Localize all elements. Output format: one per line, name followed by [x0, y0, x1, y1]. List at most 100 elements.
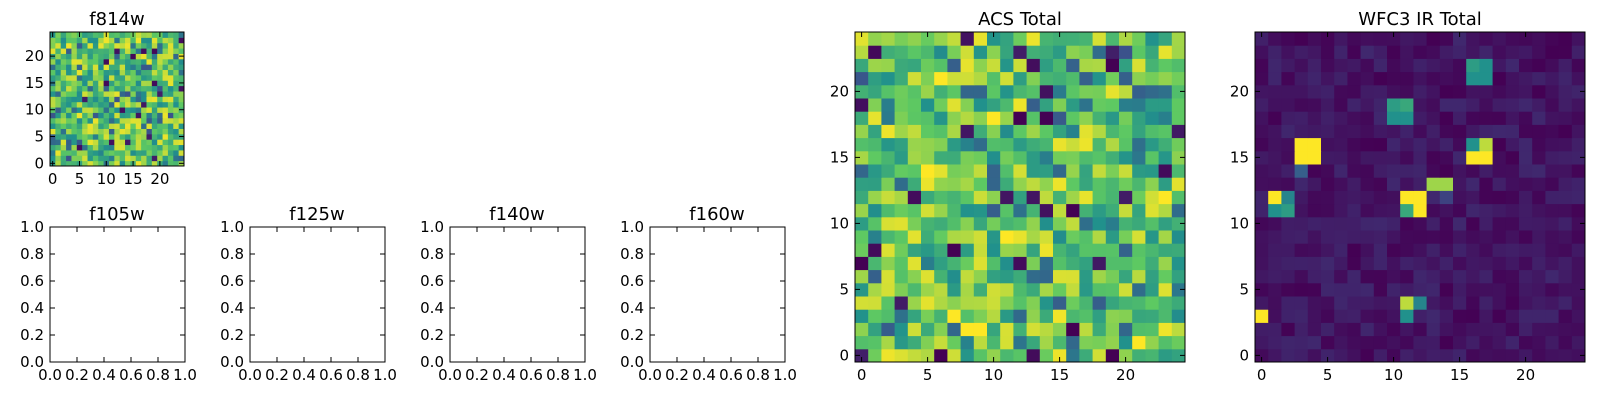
cell-f814w-14-5 [125, 133, 131, 140]
cell-wfc3-ir-total-1-10 [1268, 216, 1282, 231]
cell-f814w-19-0 [151, 160, 158, 167]
cell-wfc3-ir-total-1-14 [1268, 164, 1282, 178]
cell-f814w-24-22 [178, 42, 185, 49]
cell-acs-total-15-4 [1053, 296, 1067, 310]
cell-f814w-18-7 [146, 123, 153, 129]
cell-wfc3-ir-total-3-23 [1294, 45, 1309, 59]
cell-f814w-1-6 [55, 128, 62, 135]
cell-acs-total-1-23 [868, 45, 882, 59]
cell-wfc3-ir-total-9-24 [1373, 32, 1388, 46]
cell-wfc3-ir-total-20-20 [1519, 84, 1533, 99]
cell-wfc3-ir-total-4-22 [1307, 58, 1322, 73]
cell-f814w-11-15 [108, 80, 115, 87]
cell-acs-total-24-18 [1171, 111, 1186, 125]
cell-acs-total-17-9 [1079, 230, 1094, 244]
cell-f814w-17-23 [141, 37, 147, 44]
cell-acs-total-12-15 [1013, 150, 1028, 165]
cell-wfc3-ir-total-7-23 [1347, 45, 1362, 59]
cell-acs-total-14-9 [1039, 230, 1054, 244]
cell-wfc3-ir-total-24-6 [1571, 269, 1586, 284]
cell-acs-total-21-7 [1132, 256, 1146, 271]
cell-f814w-11-4 [108, 139, 115, 146]
cell-f814w-14-16 [125, 74, 131, 81]
cell-acs-total-8-4 [960, 296, 975, 310]
cell-wfc3-ir-total-12-19 [1413, 98, 1428, 112]
cell-wfc3-ir-total-5-6 [1321, 269, 1335, 284]
cell-wfc3-ir-total-22-10 [1545, 216, 1560, 231]
cell-wfc3-ir-total-1-6 [1268, 269, 1282, 284]
cell-f814w-23-21 [173, 48, 180, 54]
cell-f814w-19-12 [151, 96, 158, 103]
cell-f814w-8-0 [92, 160, 99, 167]
cell-wfc3-ir-total-24-5 [1571, 282, 1586, 297]
cell-wfc3-ir-total-12-18 [1413, 111, 1428, 125]
cell-wfc3-ir-total-15-5 [1453, 282, 1467, 297]
cell-wfc3-ir-total-9-20 [1373, 84, 1388, 99]
cell-f814w-23-24 [173, 32, 180, 38]
cell-f814w-22-4 [167, 139, 174, 146]
cell-f814w-2-12 [60, 96, 67, 103]
cell-acs-total-9-3 [973, 309, 988, 323]
cell-f814w-13-24 [119, 32, 126, 38]
cell-acs-total-15-2 [1053, 322, 1067, 337]
cell-acs-total-13-12 [1026, 190, 1041, 205]
cell-f814w-7-21 [87, 48, 94, 54]
cell-f814w-2-0 [60, 160, 67, 167]
cell-wfc3-ir-total-7-16 [1347, 137, 1362, 152]
cell-f814w-12-3 [114, 144, 121, 151]
cell-acs-total-2-18 [881, 111, 896, 125]
cell-wfc3-ir-total-8-3 [1360, 309, 1375, 323]
cell-wfc3-ir-total-21-6 [1532, 269, 1546, 284]
cell-acs-total-14-15 [1039, 150, 1054, 165]
ytick-label-wfc3-ir-total-2: 10 [1230, 214, 1249, 232]
cell-wfc3-ir-total-20-22 [1519, 58, 1533, 73]
ytick-label-f140w-2: 0.4 [420, 299, 444, 317]
cell-acs-total-9-8 [973, 243, 988, 257]
cell-acs-total-23-9 [1158, 230, 1173, 244]
cell-wfc3-ir-total-19-19 [1505, 98, 1520, 112]
cell-wfc3-ir-total-0-3 [1255, 309, 1269, 323]
cell-f814w-9-1 [98, 155, 105, 162]
cell-wfc3-ir-total-20-19 [1519, 98, 1533, 112]
cell-f814w-18-17 [146, 69, 153, 76]
cell-acs-total-14-7 [1039, 256, 1054, 271]
cell-acs-total-18-4 [1092, 296, 1107, 310]
cell-acs-total-5-10 [921, 216, 935, 231]
cell-wfc3-ir-total-4-16 [1307, 137, 1322, 152]
cell-wfc3-ir-total-5-7 [1321, 256, 1335, 271]
cell-wfc3-ir-total-23-24 [1558, 32, 1573, 46]
cell-wfc3-ir-total-7-7 [1347, 256, 1362, 271]
cell-acs-total-7-15 [947, 150, 962, 165]
cell-wfc3-ir-total-21-23 [1532, 45, 1546, 59]
cell-f814w-12-16 [114, 74, 121, 81]
cell-f814w-21-1 [162, 155, 169, 162]
cell-f814w-19-2 [151, 149, 158, 156]
cell-f814w-5-14 [76, 85, 83, 92]
cell-wfc3-ir-total-2-3 [1281, 309, 1296, 323]
title-f125w: f125w [289, 204, 344, 225]
cell-wfc3-ir-total-15-0 [1453, 348, 1467, 363]
cell-acs-total-6-23 [934, 45, 948, 59]
cell-f814w-10-3 [103, 144, 110, 151]
cell-wfc3-ir-total-8-7 [1360, 256, 1375, 271]
cell-acs-total-15-14 [1053, 164, 1067, 178]
cell-f814w-8-9 [92, 112, 99, 119]
cell-wfc3-ir-total-10-15 [1387, 150, 1401, 165]
cell-f814w-6-23 [82, 37, 89, 44]
cell-wfc3-ir-total-16-5 [1466, 282, 1480, 297]
cell-f814w-20-5 [157, 133, 164, 140]
cell-f814w-21-16 [162, 74, 169, 81]
cell-wfc3-ir-total-7-18 [1347, 111, 1362, 125]
cell-acs-total-21-21 [1132, 71, 1146, 86]
cell-acs-total-5-4 [921, 296, 935, 310]
cell-wfc3-ir-total-19-10 [1505, 216, 1520, 231]
cell-f814w-18-5 [146, 133, 153, 140]
cell-wfc3-ir-total-23-16 [1558, 137, 1573, 152]
ticks-f125w: 0.0 0.2 0.4 0.6 0.8 1.00.00.20.40.60.81.0 [220, 218, 397, 384]
cell-f814w-5-10 [76, 107, 83, 113]
cell-f814w-9-6 [98, 128, 105, 135]
cell-f814w-3-23 [66, 37, 72, 44]
cell-wfc3-ir-total-15-13 [1453, 177, 1467, 191]
cell-f814w-4-24 [71, 32, 78, 38]
